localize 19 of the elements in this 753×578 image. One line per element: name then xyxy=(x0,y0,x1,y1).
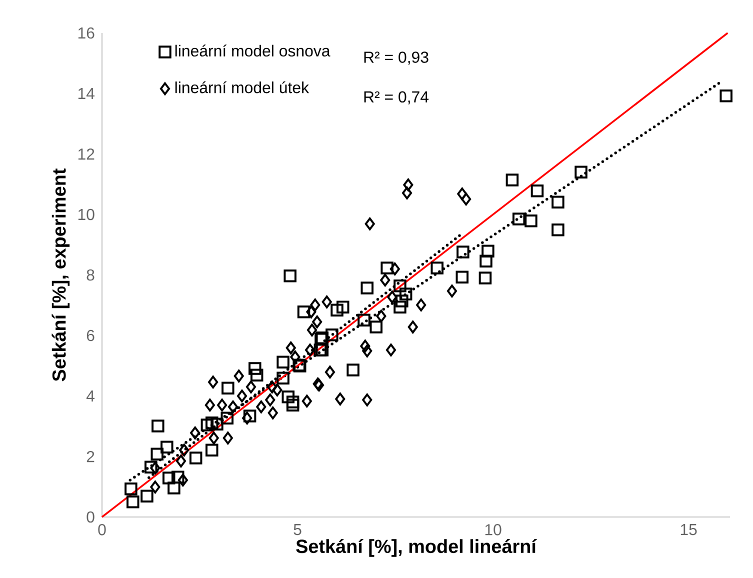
y-tick-label: 6 xyxy=(86,330,94,342)
x-tick-label: 10 xyxy=(485,524,502,536)
x-tick-label: 5 xyxy=(294,524,302,536)
y-tick-label: 0 xyxy=(86,511,94,523)
y-axis-title: Setkání [%], experiment xyxy=(52,168,70,382)
x-tick-label: 0 xyxy=(98,524,106,536)
y-tick-label: 2 xyxy=(86,450,94,462)
annotation: R² = 0,93 xyxy=(364,52,428,65)
x-axis-title: Setkání [%], model lineární xyxy=(296,539,537,557)
y-tick-label: 10 xyxy=(78,208,94,220)
y-tick-label: 16 xyxy=(78,27,94,39)
y-tick-label: 12 xyxy=(78,148,94,160)
y-tick-label: 4 xyxy=(86,390,94,402)
x-tick-label: 15 xyxy=(680,524,697,536)
legend-label: lineární model osnova xyxy=(175,44,330,57)
annotation: R² = 0,74 xyxy=(364,91,429,104)
y-tick-label: 14 xyxy=(78,88,94,99)
y-tick-label: 8 xyxy=(86,269,94,281)
legend-label: lineární model útek xyxy=(175,81,310,94)
